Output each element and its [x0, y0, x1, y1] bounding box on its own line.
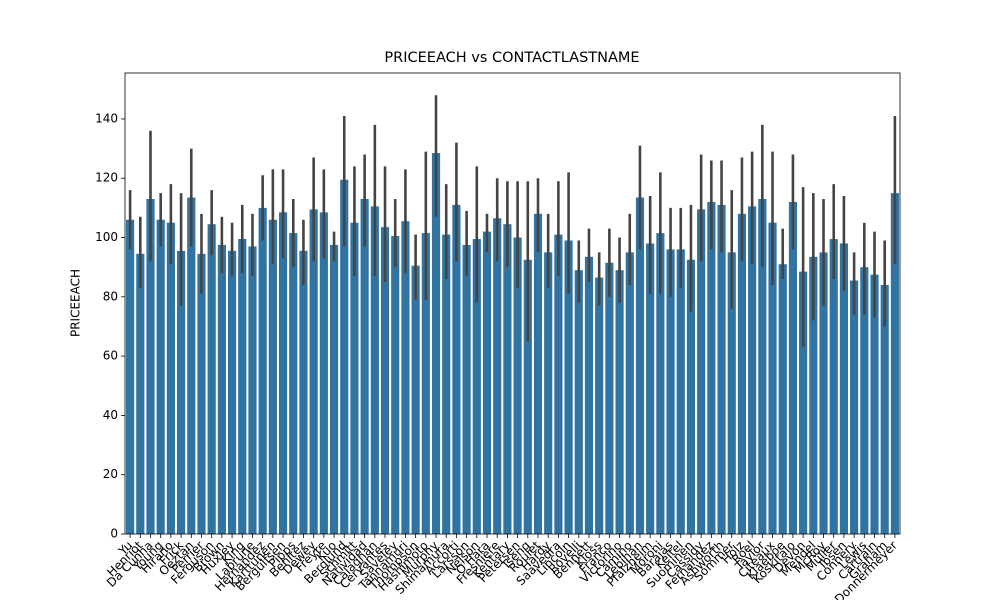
chart-title: PRICEEACH vs CONTACTLASTNAME: [384, 50, 639, 66]
bar: [350, 222, 359, 535]
bar: [819, 252, 828, 535]
bar: [717, 204, 726, 535]
y-tick-label: 80: [103, 289, 118, 303]
bar: [278, 212, 288, 534]
bar: [533, 213, 543, 534]
bar: [880, 284, 889, 534]
bar: [686, 259, 696, 534]
bar: [380, 227, 390, 534]
bar: [207, 224, 216, 534]
bar: [391, 236, 400, 534]
bar: [778, 264, 787, 534]
bar: [584, 256, 594, 534]
bar: [758, 198, 767, 535]
bar: [442, 234, 451, 535]
bar: [737, 213, 747, 534]
bar: [340, 179, 349, 534]
plot-frame: [124, 72, 901, 535]
y-tick-label: 60: [103, 349, 118, 363]
bar: [870, 274, 879, 534]
bar: [482, 231, 492, 534]
bar: [523, 259, 532, 534]
bar: [564, 240, 573, 535]
bar: [697, 209, 706, 534]
bar: [544, 252, 553, 535]
y-tick-label: 40: [103, 408, 118, 422]
bar: [462, 244, 471, 534]
bar: [595, 277, 604, 534]
bar: [156, 219, 165, 534]
bar: [258, 207, 267, 534]
bar: [860, 267, 869, 534]
bar: [136, 253, 145, 534]
bar: [646, 243, 655, 534]
bar: [248, 246, 257, 535]
bar: [727, 252, 736, 535]
bar: [635, 197, 645, 534]
bar: [299, 250, 308, 534]
bar: [809, 256, 818, 534]
bar: [748, 206, 757, 534]
bar: [829, 239, 838, 534]
bar: [421, 233, 430, 534]
bar: [676, 249, 685, 534]
bar: [574, 270, 583, 534]
bar: [554, 234, 563, 535]
bar: [187, 197, 196, 534]
bar: [166, 222, 175, 535]
y-tick-label: 120: [95, 171, 118, 185]
bar: [177, 250, 186, 534]
bar: [768, 222, 777, 535]
bar: [839, 243, 848, 534]
bar: [401, 221, 410, 534]
bar: [503, 224, 512, 534]
bar: [217, 244, 226, 534]
y-tick-label: 140: [95, 111, 118, 125]
bar: [493, 218, 502, 534]
bar: [238, 239, 247, 534]
bar: [666, 249, 675, 534]
bar: [126, 219, 135, 534]
y-axis-label: PRICEEACH: [69, 269, 83, 337]
bar: [329, 244, 339, 534]
bar: [227, 250, 237, 534]
bar: [513, 237, 522, 534]
bar: [625, 252, 634, 535]
bar: [707, 201, 716, 534]
bar: [788, 201, 798, 534]
bar: [452, 204, 461, 535]
bar: [268, 219, 277, 534]
y-tick-label: 100: [95, 230, 118, 244]
bar: [431, 153, 441, 534]
bar: [360, 198, 369, 535]
bar: [197, 253, 206, 534]
bar: [309, 209, 318, 534]
bar: [605, 262, 614, 534]
bar: [146, 198, 155, 535]
bar: [472, 239, 481, 534]
bar: [615, 270, 624, 534]
bar: [370, 206, 379, 534]
bar: [289, 233, 298, 534]
bar: [411, 265, 420, 534]
bar: [656, 233, 665, 534]
bar: [799, 271, 808, 534]
bar: [890, 193, 899, 535]
bar: [850, 280, 859, 534]
bar: [319, 212, 328, 534]
y-tick-label: 20: [103, 467, 118, 481]
y-tick-label: 0: [110, 527, 118, 541]
